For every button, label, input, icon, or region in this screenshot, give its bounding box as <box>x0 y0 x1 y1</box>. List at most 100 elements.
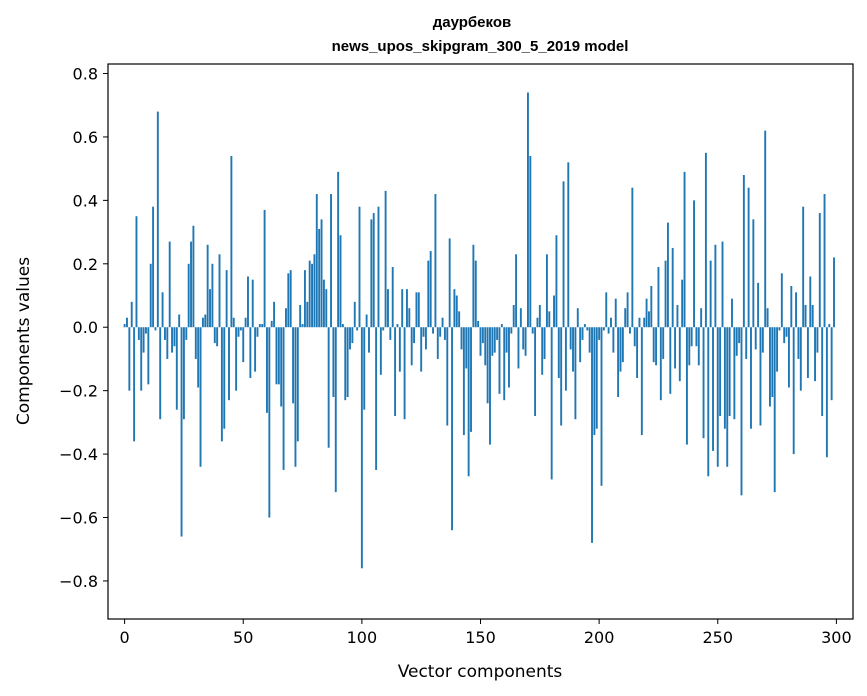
bar-117 <box>401 289 404 328</box>
bar-113 <box>391 266 394 328</box>
bar-119 <box>406 289 408 328</box>
bar-131 <box>434 194 437 328</box>
bar-260 <box>740 327 743 496</box>
bar-130 <box>432 327 434 334</box>
bar-210 <box>621 327 624 363</box>
bar-122 <box>413 327 416 344</box>
bar-28 <box>190 241 192 328</box>
bar-33 <box>201 317 204 328</box>
bar-18 <box>166 327 169 359</box>
bar-202 <box>602 327 605 331</box>
bar-81 <box>315 194 318 328</box>
bar-237 <box>685 327 688 445</box>
bar-21 <box>173 327 176 347</box>
bar-35 <box>206 244 209 328</box>
bar-67 <box>282 327 285 470</box>
bar-109 <box>382 327 385 331</box>
bar-7 <box>140 327 143 391</box>
bar-25 <box>182 327 185 420</box>
bar-178 <box>545 254 548 328</box>
bar-19 <box>168 241 171 328</box>
bar-60 <box>266 327 268 413</box>
y-tick-label-5: 0.2 <box>73 255 98 274</box>
bar-9 <box>145 327 147 334</box>
bar-290 <box>811 305 814 328</box>
bar-268 <box>759 327 762 426</box>
x-tick-label-50: 50 <box>233 628 253 647</box>
bar-279 <box>785 327 788 337</box>
bar-124 <box>417 292 420 328</box>
bar-153 <box>486 327 489 404</box>
bar-15 <box>159 327 162 420</box>
bar-218 <box>640 327 643 436</box>
bar-73 <box>296 327 299 442</box>
bar-214 <box>631 187 634 328</box>
bar-221 <box>648 311 650 328</box>
bar-257 <box>733 327 736 420</box>
bar-280 <box>787 327 790 388</box>
bar-87 <box>330 194 332 328</box>
bar-40 <box>218 254 221 328</box>
bar-59 <box>263 209 266 328</box>
bar-11 <box>149 263 152 328</box>
bar-3 <box>130 301 133 328</box>
bar-24 <box>180 327 183 537</box>
bar-114 <box>394 327 397 417</box>
bar-167 <box>519 308 522 328</box>
bar-220 <box>645 298 648 328</box>
bar-144 <box>465 327 468 369</box>
bar-61 <box>268 327 271 518</box>
bar-166 <box>517 327 520 369</box>
x-tick-label-100: 100 <box>347 628 378 647</box>
bar-101 <box>363 327 366 410</box>
bar-95 <box>349 327 351 350</box>
bar-143 <box>462 327 465 436</box>
bar-127 <box>424 327 427 350</box>
bar-150 <box>479 327 482 356</box>
y-tick-label-2: −0.4 <box>59 445 98 464</box>
bar-263 <box>747 187 750 328</box>
bar-78 <box>308 260 311 328</box>
bar-270 <box>764 130 767 328</box>
bar-172 <box>531 327 534 334</box>
bar-6 <box>137 327 140 340</box>
bar-155 <box>491 327 494 356</box>
bar-43 <box>225 270 228 328</box>
bar-230 <box>669 327 672 394</box>
chart-subtitle: news_upos_skipgram_300_5_2019 model <box>332 38 629 55</box>
bar-5 <box>135 216 138 328</box>
bar-105 <box>372 213 375 328</box>
bar-23 <box>178 314 181 328</box>
bar-201 <box>600 327 603 486</box>
bar-297 <box>828 324 831 328</box>
bar-38 <box>213 327 216 344</box>
bar-227 <box>662 327 665 359</box>
bar-249 <box>714 244 717 328</box>
bar-261 <box>742 175 745 328</box>
bar-206 <box>612 327 615 353</box>
bar-88 <box>332 327 335 397</box>
bar-121 <box>410 327 413 366</box>
bar-72 <box>294 327 297 467</box>
bar-93 <box>344 327 347 401</box>
bar-182 <box>555 235 558 328</box>
bar-282 <box>792 327 795 455</box>
bar-103 <box>368 327 370 353</box>
bar-168 <box>522 327 525 350</box>
bar-183 <box>557 327 560 378</box>
bar-104 <box>370 219 373 328</box>
bar-207 <box>614 298 617 328</box>
bar-234 <box>678 327 681 382</box>
bar-44 <box>228 327 230 401</box>
y-tick-label-0: −0.8 <box>59 572 98 591</box>
bar-141 <box>458 311 461 328</box>
bar-296 <box>825 327 828 458</box>
bar-46 <box>232 317 235 328</box>
bar-69 <box>287 273 290 328</box>
bar-152 <box>484 327 487 366</box>
bar-181 <box>553 295 555 328</box>
bar-283 <box>795 292 798 328</box>
bar-247 <box>709 260 712 328</box>
bar-17 <box>163 327 166 340</box>
